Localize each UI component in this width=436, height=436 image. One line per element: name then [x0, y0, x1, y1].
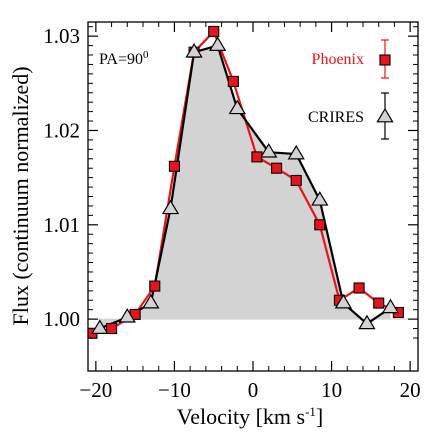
data-point-crires — [334, 293, 353, 309]
data-point-phoenix — [290, 174, 302, 187]
series-markers-phoenix — [88, 25, 404, 339]
y-tick-label: 1.01 — [43, 213, 80, 237]
x-axis-label-sup: -1 — [305, 404, 316, 419]
y-axis-label: Flux (continuum normalized) — [8, 66, 33, 325]
data-point-crires — [381, 298, 400, 314]
legend-marker-phoenix — [379, 54, 391, 66]
legend-label-phoenix: Phoenix — [312, 51, 364, 68]
legend-label-crires: CRIRES — [308, 109, 364, 126]
data-point-crires — [287, 144, 305, 160]
data-point-phoenix — [314, 219, 326, 231]
annotation-sup: 0 — [143, 49, 149, 61]
pa-annotation: PA=900 — [99, 49, 149, 68]
x-axis-label-text: Velocity [km s — [177, 404, 305, 429]
plot-area — [88, 25, 418, 339]
y-tick-label: 1.03 — [43, 24, 80, 48]
data-point-phoenix — [227, 75, 239, 87]
x-axis-label: Velocity [km s-1] — [177, 404, 324, 429]
annotation-text: PA=90 — [99, 51, 143, 68]
y-tick-label: 1.00 — [43, 307, 80, 331]
x-tick-label: −10 — [158, 378, 191, 402]
x-axis-label-close: ] — [316, 404, 323, 429]
data-point-phoenix — [149, 280, 161, 292]
data-point-crires — [142, 293, 160, 309]
data-point-crires — [208, 36, 227, 51]
data-point-phoenix — [168, 160, 180, 172]
legend-markers — [376, 39, 394, 140]
data-point-phoenix — [373, 297, 385, 309]
data-point-crires — [260, 142, 278, 158]
data-point-phoenix — [251, 151, 263, 163]
data-point-crires — [311, 191, 329, 206]
data-point-phoenix — [271, 162, 283, 174]
profile-fill — [88, 45, 418, 329]
data-point-phoenix — [208, 25, 220, 37]
data-point-phoenix — [106, 323, 118, 335]
x-tick-label: 10 — [321, 378, 342, 402]
plot-clip-group — [88, 25, 418, 339]
data-point-phoenix — [353, 282, 365, 294]
data-point-crires — [228, 99, 246, 115]
data-point-crires — [118, 308, 136, 323]
series-markers-crires — [91, 36, 400, 334]
y-tick-label: 1.02 — [43, 118, 80, 142]
x-tick-label: 0 — [248, 378, 259, 402]
legend: Phoenix CRIRES — [308, 39, 394, 140]
x-tick-label: −20 — [79, 378, 112, 402]
x-tick-label: 20 — [400, 378, 421, 402]
legend-marker-crires — [376, 107, 394, 123]
data-point-crires — [161, 199, 180, 215]
data-point-crires — [358, 314, 376, 330]
data-point-crires — [91, 319, 109, 334]
data-point-crires — [185, 43, 203, 58]
ticks: −20 −10 0 10 20 1.00 1.01 1.02 1.03 — [43, 22, 421, 402]
